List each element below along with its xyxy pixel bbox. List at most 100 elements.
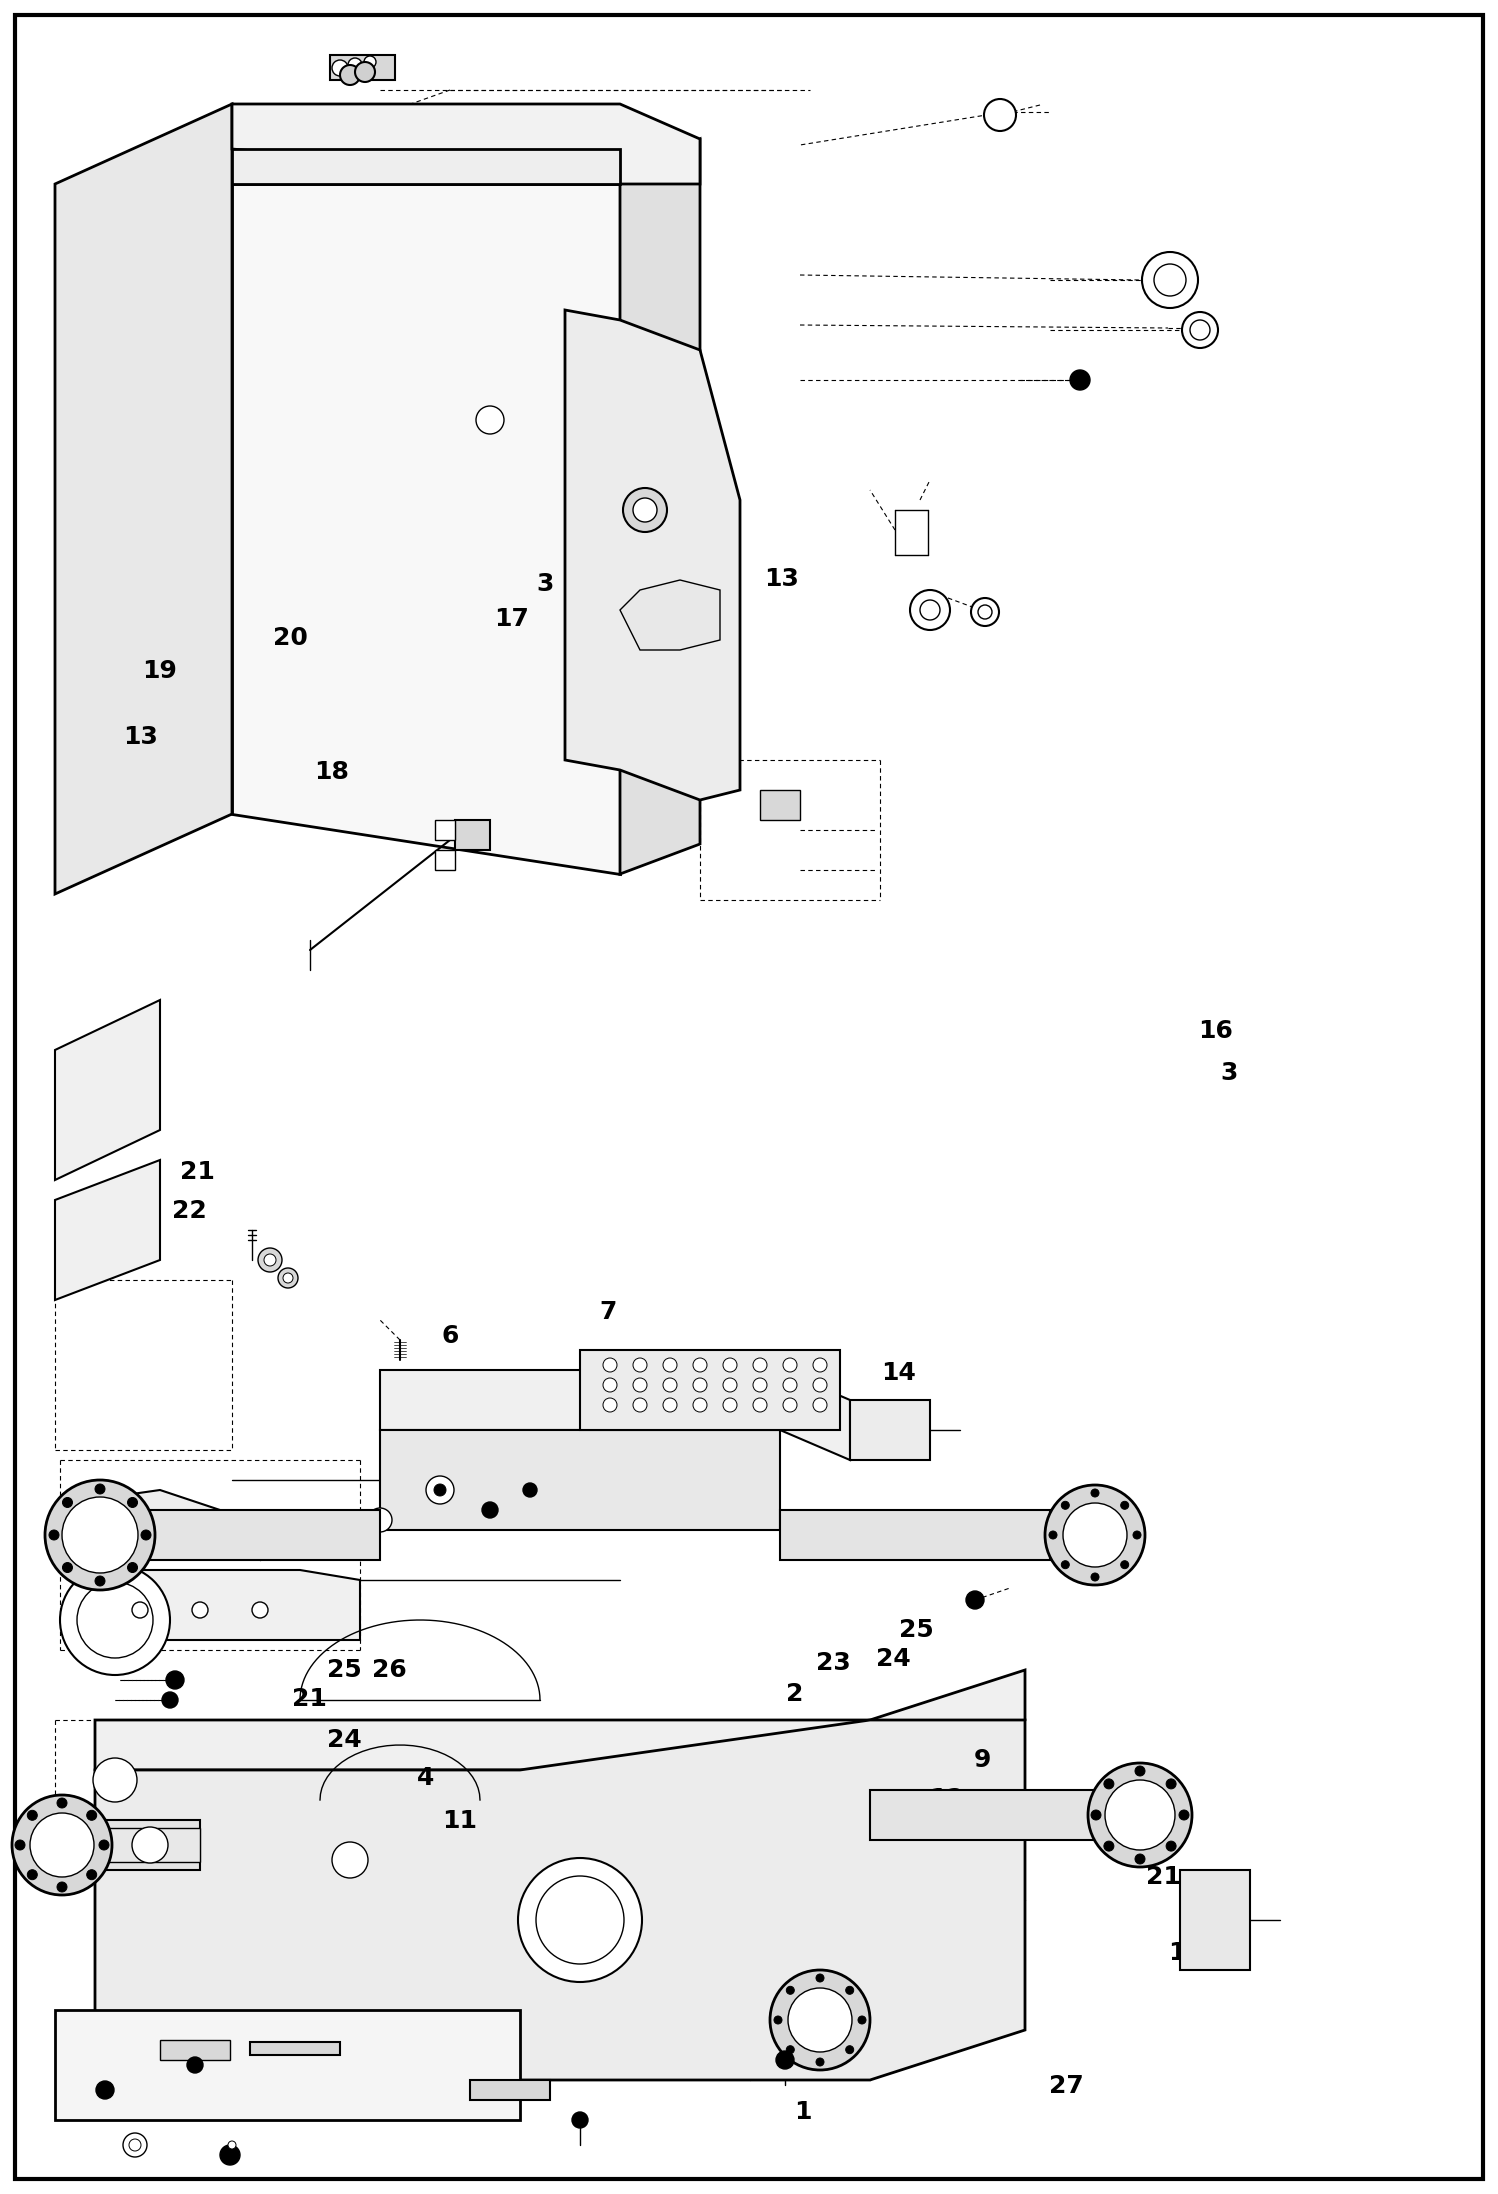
Text: 18: 18 [315,761,349,783]
Polygon shape [55,1161,160,1301]
Circle shape [664,1378,677,1391]
Circle shape [1106,1779,1174,1850]
Text: 13: 13 [123,726,157,748]
Circle shape [1135,1854,1144,1865]
Polygon shape [94,1720,1025,2080]
Text: 5: 5 [457,1417,475,1439]
Circle shape [103,1514,117,1527]
Circle shape [12,1795,112,1896]
Circle shape [724,1398,737,1413]
Polygon shape [380,1430,780,1529]
Circle shape [813,1398,827,1413]
Circle shape [724,1378,737,1391]
Circle shape [1091,1573,1100,1582]
Circle shape [978,606,992,619]
Text: 21: 21 [1146,1865,1180,1889]
Text: 20: 20 [273,627,307,649]
Circle shape [30,1812,94,1878]
Text: 21: 21 [292,1687,327,1711]
Circle shape [1088,1764,1192,1867]
Circle shape [141,1529,151,1540]
Circle shape [788,1988,852,2051]
Polygon shape [870,1790,1100,1841]
Polygon shape [380,1369,849,1459]
Circle shape [1070,371,1091,391]
Polygon shape [620,138,700,873]
Circle shape [127,1499,138,1507]
Text: 16: 16 [1198,1020,1233,1042]
Circle shape [634,1378,647,1391]
Polygon shape [1180,1869,1249,1970]
Polygon shape [55,1821,201,1869]
Circle shape [604,1358,617,1371]
Text: 14: 14 [881,1362,915,1384]
Circle shape [355,61,374,81]
Circle shape [87,1869,97,1880]
Circle shape [220,2146,240,2165]
Circle shape [434,1483,446,1496]
Text: 2: 2 [786,1683,804,1705]
Circle shape [132,1602,148,1617]
Circle shape [1061,1501,1070,1509]
Polygon shape [759,790,800,821]
Circle shape [1091,1490,1100,1496]
Circle shape [87,1810,97,1821]
Circle shape [93,1757,136,1801]
Circle shape [1141,252,1198,307]
Circle shape [45,1481,154,1591]
Circle shape [1189,320,1210,340]
Circle shape [694,1358,707,1371]
Polygon shape [90,1481,261,1560]
Circle shape [1104,1779,1115,1788]
Circle shape [279,1268,298,1288]
Circle shape [846,1986,854,1994]
Circle shape [694,1378,707,1391]
Circle shape [364,57,376,68]
Circle shape [572,2113,589,2128]
Text: 3: 3 [1221,1062,1239,1084]
Circle shape [283,1273,294,1283]
Circle shape [264,1255,276,1266]
Polygon shape [232,184,620,873]
Polygon shape [55,103,232,893]
Circle shape [127,1562,138,1573]
Circle shape [1061,1560,1070,1569]
Circle shape [15,1841,25,1850]
Circle shape [94,1575,105,1586]
Text: 17: 17 [494,608,529,630]
Circle shape [846,2045,854,2054]
Circle shape [664,1398,677,1413]
Circle shape [132,1828,168,1863]
Circle shape [786,2045,794,2054]
Polygon shape [250,2043,340,2056]
Polygon shape [580,1349,840,1430]
Circle shape [1132,1531,1141,1538]
Polygon shape [470,2080,550,2100]
Text: 24: 24 [327,1729,361,1751]
Polygon shape [455,821,490,849]
Circle shape [966,1591,984,1608]
Circle shape [340,66,360,86]
Text: 22: 22 [172,1200,207,1222]
Circle shape [476,406,503,434]
Text: 8: 8 [846,1422,864,1444]
Circle shape [858,2016,866,2025]
Circle shape [774,2016,782,2025]
Circle shape [604,1378,617,1391]
Polygon shape [232,149,620,184]
Circle shape [634,1398,647,1413]
Circle shape [228,2141,237,2148]
Circle shape [94,1483,105,1494]
Text: 6: 6 [442,1325,460,1347]
Circle shape [63,1562,72,1573]
Circle shape [99,1841,109,1850]
Circle shape [1135,1766,1144,1775]
Text: 24: 24 [876,1648,911,1670]
Text: 15: 15 [599,1448,634,1470]
Circle shape [1104,1841,1115,1852]
Circle shape [166,1672,184,1689]
Text: 9: 9 [974,1749,992,1771]
Circle shape [63,1499,72,1507]
Circle shape [482,1503,497,1518]
Circle shape [252,1602,268,1617]
